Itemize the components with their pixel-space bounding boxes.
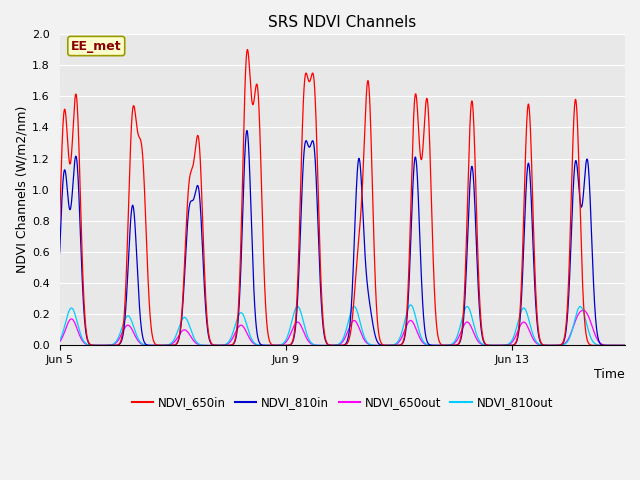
Y-axis label: NDVI Channels (W/m2/nm): NDVI Channels (W/m2/nm) bbox=[15, 106, 28, 274]
X-axis label: Time: Time bbox=[595, 368, 625, 381]
Title: SRS NDVI Channels: SRS NDVI Channels bbox=[268, 15, 417, 30]
Legend: NDVI_650in, NDVI_810in, NDVI_650out, NDVI_810out: NDVI_650in, NDVI_810in, NDVI_650out, NDV… bbox=[127, 392, 557, 414]
Text: EE_met: EE_met bbox=[71, 39, 122, 52]
